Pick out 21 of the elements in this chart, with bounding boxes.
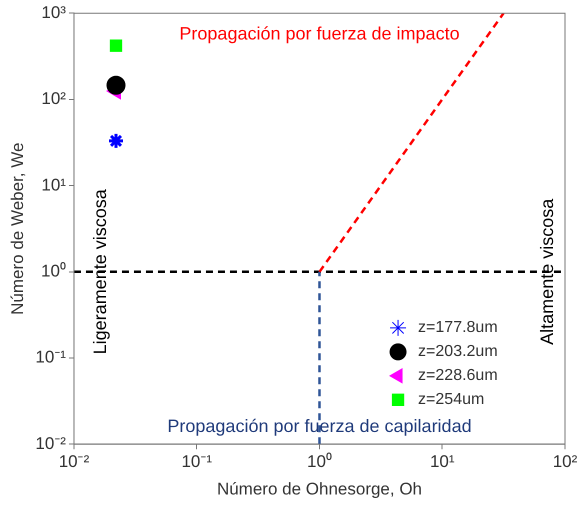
x-tick-label: 10⁻¹ [181,452,212,472]
legend-label: z=203.2um [418,343,498,360]
y-tick-label: 10⁰ [41,261,66,280]
y-tick-label: 10⁻² [35,434,66,453]
y-tick-label: 10² [41,89,66,108]
y-tick-label: 10³ [41,2,66,22]
annotation: Altamente viscosa [536,198,557,345]
x-axis-title: Número de Ohnesorge, Oh [216,479,422,498]
annotation: Propagación por fuerza de capilaridad [167,416,472,436]
legend-label: z=177.8um [418,319,498,336]
x-tick-label: 10² [552,452,578,472]
y-axis-title: Número de Weber, We [8,142,27,315]
annotation: Ligeramente viscosa [90,188,110,354]
x-tick-label: 10⁻² [58,452,90,472]
legend-label: z=228.6um [418,367,498,384]
annotation: Propagación por fuerza de impacto [179,24,460,44]
x-tick-label: 10¹ [430,452,455,472]
x-tick-label: 10⁰ [307,452,332,472]
legend-label: z=254um [418,391,484,408]
y-tick-label: 10¹ [41,175,66,194]
y-tick-label: 10⁻¹ [35,348,66,367]
